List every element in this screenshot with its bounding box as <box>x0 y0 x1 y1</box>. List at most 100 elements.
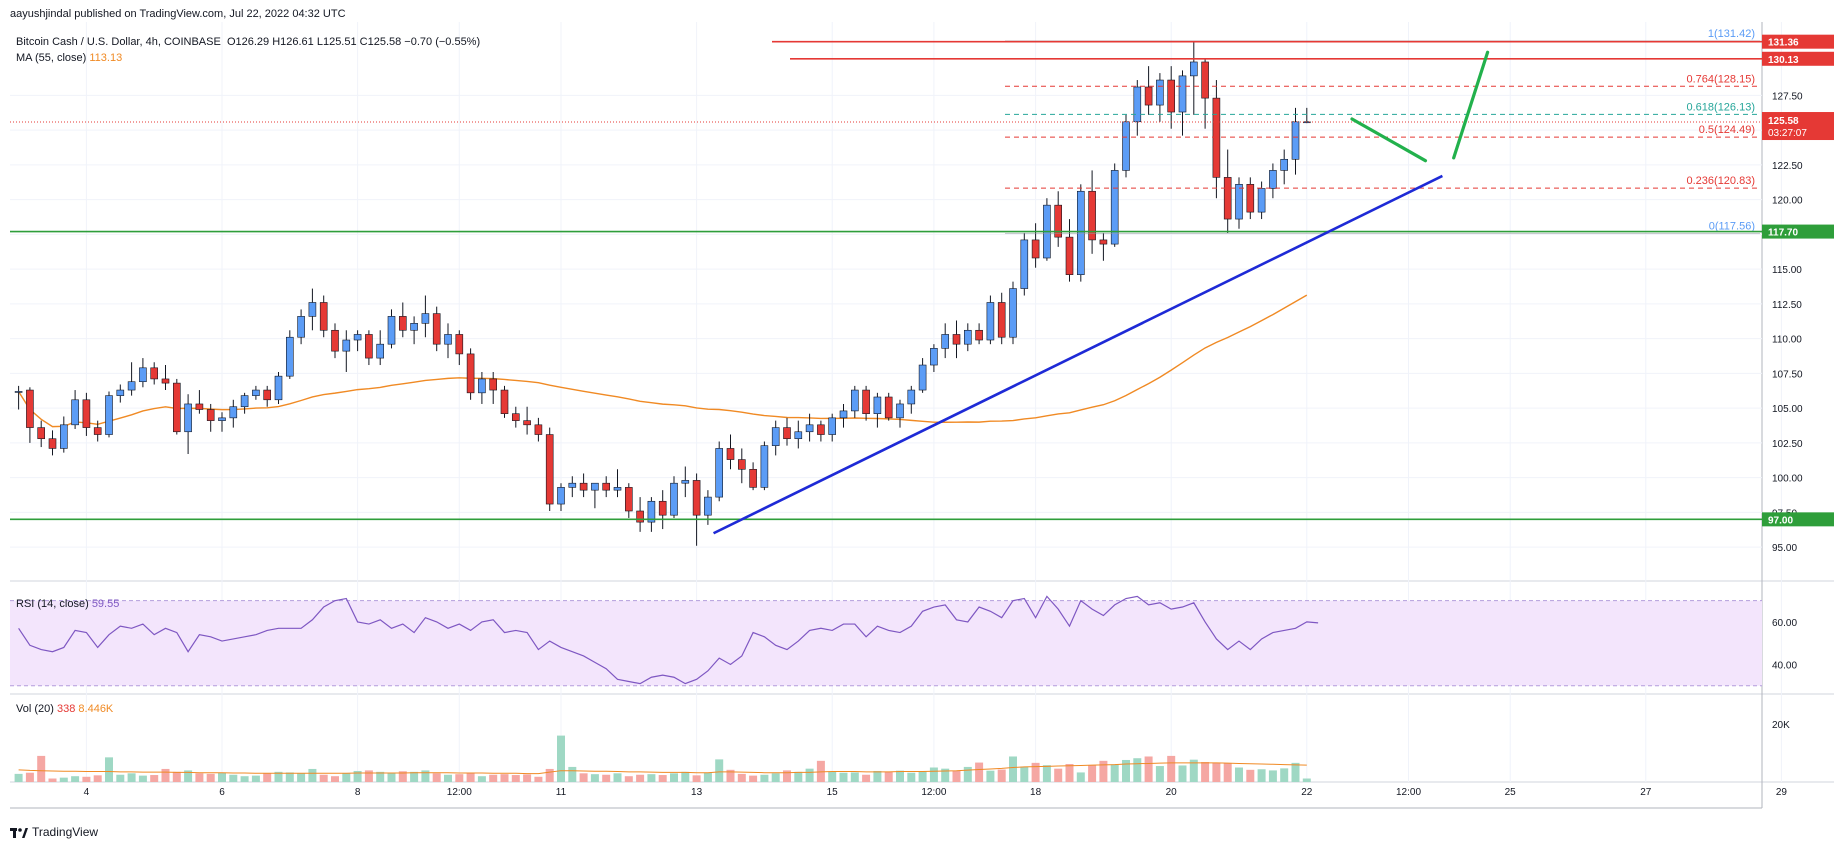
volume-bar <box>172 771 181 782</box>
candle-body <box>1156 79 1164 106</box>
candle-body <box>760 445 769 488</box>
volume-bar <box>364 770 373 782</box>
candle-body <box>749 468 757 488</box>
candle-body <box>704 496 712 516</box>
candle-body <box>511 413 520 421</box>
rsi-tick-label: 60.00 <box>1772 618 1797 629</box>
candle-body <box>365 334 373 359</box>
volume-bar <box>14 773 23 782</box>
volume-bar <box>48 778 57 782</box>
volume-bar <box>206 773 215 782</box>
volume-bar <box>105 757 113 782</box>
candle-body <box>907 389 916 405</box>
price-tick-label: 102.50 <box>1772 439 1803 450</box>
candle-body <box>692 480 701 516</box>
volume-bar <box>952 770 961 782</box>
candle-body <box>670 482 678 516</box>
candle-body <box>726 448 735 460</box>
volume-bar <box>1223 763 1232 782</box>
volume-bar <box>511 775 520 782</box>
candle-body <box>263 389 272 401</box>
candle-body <box>930 348 938 366</box>
volume-bar <box>997 769 1006 782</box>
candle-body <box>48 438 57 449</box>
candle-body <box>297 316 305 338</box>
candle-body <box>432 313 441 345</box>
candle-body <box>771 427 780 446</box>
candle-body <box>82 399 91 428</box>
candle-body <box>466 353 475 394</box>
candle-body <box>918 364 927 391</box>
volume-bar <box>850 772 859 782</box>
volume-pane: 20K <box>14 720 1790 782</box>
volume-bar <box>251 775 260 782</box>
candle-body <box>613 487 622 491</box>
volume-bar <box>489 774 498 782</box>
candle-body <box>421 313 430 324</box>
candle-body <box>896 403 904 419</box>
candle-body <box>139 367 147 383</box>
candle-body <box>218 417 226 421</box>
candle-body <box>1099 239 1108 245</box>
level-price-tag <box>1762 224 1834 239</box>
volume-bar <box>771 773 780 782</box>
volume-bar <box>161 768 170 782</box>
volume-bar <box>1268 770 1277 782</box>
candle-body <box>941 334 950 349</box>
candle-body <box>636 510 644 523</box>
candle-body <box>1054 204 1062 238</box>
volume-bar <box>1257 769 1266 782</box>
rsi-label: RSI (14, close) <box>16 598 89 610</box>
volume-bar <box>218 772 226 782</box>
candle-body <box>206 409 215 421</box>
candle-body <box>353 334 362 341</box>
volume-bar <box>285 772 294 782</box>
volume-bar <box>1133 758 1142 782</box>
candle-body <box>963 329 972 345</box>
candle-body <box>59 424 68 449</box>
volume-tick-label: 20K <box>1772 720 1790 731</box>
volume-bar <box>1076 772 1085 782</box>
volume-bar <box>828 771 837 782</box>
volume-bar <box>929 767 938 782</box>
time-tick-label: 8 <box>355 787 361 798</box>
candle-body <box>839 410 848 419</box>
volume-bar <box>918 771 927 782</box>
volume-bar <box>353 770 362 782</box>
rsi-line <box>18 595 1319 685</box>
candle-body <box>1167 79 1175 113</box>
volume-bar <box>229 774 238 782</box>
level-price-tag-label: 97.00 <box>1768 515 1793 526</box>
volume-bar <box>1088 765 1097 782</box>
footer-brand[interactable]: TradingView <box>10 825 98 839</box>
time-tick-label: 15 <box>827 787 839 798</box>
candle-body <box>105 395 113 435</box>
volume-bar <box>25 772 34 782</box>
volume-bar <box>477 776 486 782</box>
candle-body <box>184 403 192 433</box>
candle-body <box>387 316 396 345</box>
rsi-pane: 40.00 60.00 <box>10 595 1797 687</box>
volume-bar <box>545 768 554 782</box>
candle-body <box>1257 188 1266 213</box>
volume-bar <box>240 776 249 782</box>
price-axis: 95.0097.50100.00102.50105.00107.50110.00… <box>1772 34 1803 554</box>
time-tick-label: 12:00 <box>921 787 946 798</box>
volume-bar <box>1065 764 1074 782</box>
volume-bar <box>82 776 91 782</box>
symbol-name: Bitcoin Cash / U.S. Dollar, 4h, COINBASE <box>16 36 221 48</box>
rsi-band <box>10 600 1762 686</box>
candle-body <box>1269 170 1277 189</box>
volume-bar <box>1280 768 1289 782</box>
candle-body <box>715 448 724 498</box>
moving-average-line <box>18 294 1308 428</box>
candle-body <box>1088 190 1096 241</box>
volume-bar <box>1110 764 1119 782</box>
time-tick-label: 13 <box>691 787 703 798</box>
time-tick-label: 22 <box>1301 787 1313 798</box>
volume-bar <box>862 774 871 782</box>
volume-bar <box>715 759 724 782</box>
candle-body <box>1178 75 1187 113</box>
candle-body <box>737 459 746 470</box>
